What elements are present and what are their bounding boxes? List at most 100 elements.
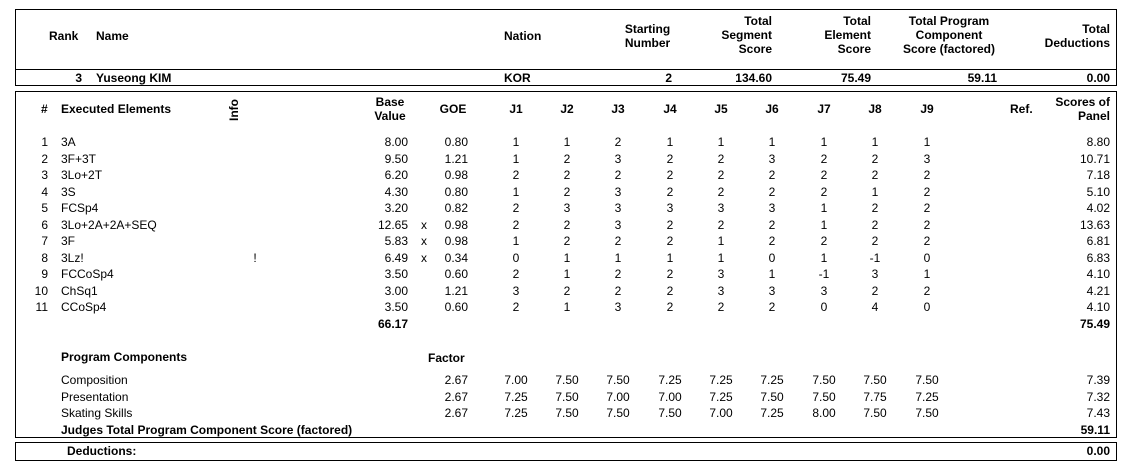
element-name: 3F	[61, 234, 76, 248]
element-judge-score: 3	[717, 201, 725, 215]
element-judge-score: 1	[563, 135, 571, 149]
component-name: Skating Skills	[61, 406, 133, 420]
element-bonus-marker: x	[421, 218, 427, 232]
element-judge-score: 2	[512, 218, 520, 232]
component-judge-score: 7.50	[812, 373, 836, 387]
element-base-value: 5.83	[384, 234, 408, 248]
element-judge-score: 1	[717, 251, 725, 265]
element-info: !	[253, 251, 257, 265]
element-base-value: 3.20	[384, 201, 408, 215]
base-value-header: Base Value	[374, 95, 406, 123]
total-deductions-label: Total Deductions	[1044, 22, 1110, 50]
element-judge-score: 2	[614, 284, 622, 298]
element-judge-score: 1	[820, 201, 828, 215]
element-name: ChSq1	[61, 284, 98, 298]
element-number: 3	[41, 168, 48, 182]
element-judge-score: 1	[768, 135, 776, 149]
element-judge-score: 3	[614, 185, 622, 199]
element-judge-score: 2	[717, 185, 725, 199]
program-components-title: Program Components	[61, 350, 188, 364]
element-base-value: 6.20	[384, 168, 408, 182]
element-number: 5	[41, 201, 48, 215]
element-number: 4	[41, 185, 48, 199]
judge-header-7: J7	[817, 102, 831, 116]
component-name: Presentation	[61, 390, 129, 404]
element-judge-score: 3	[512, 284, 520, 298]
element-judge-score: 0	[512, 251, 520, 265]
element-bonus-marker: x	[421, 234, 427, 248]
component-judge-score: 7.50	[915, 406, 939, 420]
element-goe: 1.21	[444, 284, 468, 298]
element-goe: 0.82	[444, 201, 468, 215]
element-name: 3Lo+2T	[61, 168, 103, 182]
skater-total-element-score: 75.49	[840, 71, 871, 85]
component-factor: 2.67	[444, 373, 468, 387]
component-judge-score: 7.50	[555, 406, 579, 420]
score-details-box	[15, 91, 1117, 438]
element-panel-score: 7.18	[1086, 168, 1110, 182]
element-goe: 0.98	[444, 168, 468, 182]
element-judge-score: 2	[666, 168, 674, 182]
element-number-header: #	[41, 102, 48, 116]
component-judge-score: 7.00	[658, 390, 682, 404]
element-panel-score: 4.21	[1086, 284, 1110, 298]
element-judge-score: 2	[923, 234, 931, 248]
element-name: 3Lz!	[61, 251, 84, 265]
element-judge-score: 2	[512, 201, 520, 215]
judge-header-9: J9	[920, 102, 934, 116]
elements-total-base-value: 66.17	[377, 317, 408, 331]
component-judge-score: 8.00	[812, 406, 836, 420]
component-judge-score: 7.25	[504, 406, 528, 420]
judge-header-5: J5	[714, 102, 728, 116]
component-score: 7.39	[1086, 373, 1110, 387]
element-name: CCoSp4	[61, 300, 107, 314]
element-goe: 0.34	[444, 251, 468, 265]
element-judge-score: 0	[923, 300, 931, 314]
component-judge-score: 7.25	[709, 373, 733, 387]
element-panel-score: 6.83	[1086, 251, 1110, 265]
element-number: 7	[41, 234, 48, 248]
element-judge-score: 2	[614, 135, 622, 149]
element-judge-score: 2	[512, 300, 520, 314]
nation-label: Nation	[504, 29, 542, 43]
element-goe: 0.80	[444, 135, 468, 149]
component-judge-score: 7.50	[555, 373, 579, 387]
component-judge-score: 7.50	[863, 406, 887, 420]
deductions-label: Deductions:	[67, 444, 137, 458]
element-bonus-marker: x	[421, 251, 427, 265]
element-judge-score: -1	[818, 267, 830, 281]
element-judge-score: 2	[923, 218, 931, 232]
element-number: 2	[41, 152, 48, 166]
component-judge-score: 7.50	[863, 373, 887, 387]
element-judge-score: 2	[768, 218, 776, 232]
element-judge-score: 2	[923, 185, 931, 199]
element-judge-score: 2	[923, 284, 931, 298]
element-name: FCCoSp4	[61, 267, 114, 281]
total-pcs-label: Total Program Component Score (factored)	[902, 14, 996, 56]
element-judge-score: 2	[563, 185, 571, 199]
element-judge-score: 2	[666, 234, 674, 248]
skater-total-pcs: 59.11	[967, 71, 997, 85]
element-name: 3Lo+2A+2A+SEQ	[61, 218, 157, 232]
component-name: Composition	[61, 373, 128, 387]
element-base-value: 6.49	[384, 251, 408, 265]
element-name: 3A	[61, 135, 76, 149]
element-base-value: 8.00	[384, 135, 408, 149]
elements-total-score: 75.49	[1079, 317, 1110, 331]
element-judge-score: 2	[563, 152, 571, 166]
element-judge-score: 2	[717, 168, 725, 182]
element-panel-score: 6.81	[1086, 234, 1110, 248]
element-judge-score: 1	[563, 267, 571, 281]
component-judge-score: 7.75	[863, 390, 887, 404]
element-judge-score: 2	[820, 234, 828, 248]
element-judge-score: 2	[512, 267, 520, 281]
element-number: 11	[35, 300, 48, 314]
element-goe: 0.60	[444, 267, 468, 281]
scores-of-panel-header: Scores of Panel	[1055, 95, 1110, 123]
component-score: 7.32	[1086, 390, 1110, 404]
name-label: Name	[96, 29, 129, 43]
judge-header-3: J3	[611, 102, 625, 116]
judge-header-8: J8	[868, 102, 882, 116]
skater-rank: 3	[75, 71, 82, 85]
element-judge-score: 3	[717, 284, 725, 298]
